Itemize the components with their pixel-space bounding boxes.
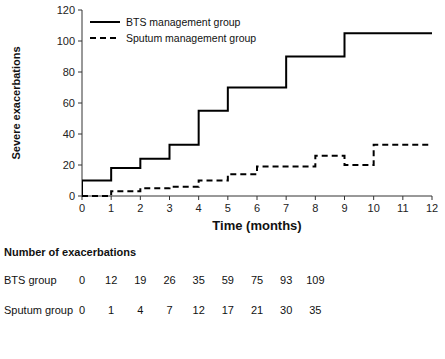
x-tick-label: 6 xyxy=(254,202,260,214)
legend-label: BTS management group xyxy=(126,16,241,28)
x-tick xyxy=(257,196,258,200)
table-cell: 26 xyxy=(163,274,175,286)
legend-swatch xyxy=(90,37,120,39)
table-cell: 4 xyxy=(137,304,143,316)
x-tick xyxy=(432,196,433,200)
y-tick-label: 40 xyxy=(63,128,75,140)
x-tick-label: 4 xyxy=(196,202,202,214)
table-cell: 35 xyxy=(193,274,205,286)
table-cell: 19 xyxy=(134,274,146,286)
plot-area xyxy=(82,33,432,196)
legend-swatch xyxy=(90,21,120,23)
table: Number of exacerbations BTS group 0 12 19 26 3… xyxy=(4,246,325,316)
table-cell: 35 xyxy=(309,304,321,316)
y-tick-label: 120 xyxy=(57,4,75,16)
table-cell: 17 xyxy=(222,304,234,316)
table-title: Number of exacerbations xyxy=(4,246,136,258)
x-tick-label: 12 xyxy=(426,202,438,214)
y-axis-label: Severe exacerbations xyxy=(10,46,22,159)
table-cell: 93 xyxy=(280,274,292,286)
x-tick xyxy=(198,196,199,200)
x-tick-label: 1 xyxy=(108,202,114,214)
y-tick xyxy=(78,72,82,73)
y-tick xyxy=(78,41,82,42)
table-cell: 1 xyxy=(108,304,114,316)
table-cell: 12 xyxy=(105,274,117,286)
y-tick-label: 0 xyxy=(69,190,75,202)
table-cell: 59 xyxy=(222,274,234,286)
x-tick xyxy=(227,196,228,200)
x-tick-label: 2 xyxy=(137,202,143,214)
x-tick xyxy=(373,196,374,200)
table-cell: 0 xyxy=(79,304,85,316)
x-tick xyxy=(169,196,170,200)
x-tick-label: 0 xyxy=(79,202,85,214)
y-tick-label: 20 xyxy=(63,159,75,171)
chart: 0204060801001200123456789101112Time (mon… xyxy=(0,0,445,359)
table-cell: 12 xyxy=(193,304,205,316)
y-tick xyxy=(78,103,82,104)
x-tick-label: 10 xyxy=(368,202,380,214)
x-tick-label: 5 xyxy=(225,202,231,214)
table-row-label: BTS group xyxy=(4,274,57,286)
x-tick-label: 9 xyxy=(341,202,347,214)
legend: BTS management group Sputum management gr… xyxy=(90,16,256,44)
x-tick-label: 8 xyxy=(312,202,318,214)
x-tick xyxy=(402,196,403,200)
series-line xyxy=(82,145,432,196)
y-tick-label: 60 xyxy=(63,97,75,109)
x-axis-label: Time (months) xyxy=(212,218,301,233)
y-tick-label: 80 xyxy=(63,66,75,78)
series-line xyxy=(82,33,432,196)
y-tick xyxy=(78,10,82,11)
table-cell: 109 xyxy=(306,274,324,286)
x-tick xyxy=(140,196,141,200)
table-row-label: Sputum group xyxy=(4,304,73,316)
y-tick xyxy=(78,196,82,197)
table-cell: 7 xyxy=(166,304,172,316)
y-tick xyxy=(78,165,82,166)
y-tick xyxy=(78,134,82,135)
x-tick xyxy=(111,196,112,200)
table-cell: 0 xyxy=(79,274,85,286)
x-tick xyxy=(344,196,345,200)
y-tick-label: 100 xyxy=(57,35,75,47)
x-tick xyxy=(315,196,316,200)
table-cell: 21 xyxy=(251,304,263,316)
x-tick-label: 3 xyxy=(166,202,172,214)
x-tick-label: 7 xyxy=(283,202,289,214)
x-tick-label: 11 xyxy=(397,202,408,214)
x-tick xyxy=(286,196,287,200)
legend-label: Sputum management group xyxy=(126,32,256,44)
table-cell: 30 xyxy=(280,304,292,316)
table-cell: 75 xyxy=(251,274,263,286)
